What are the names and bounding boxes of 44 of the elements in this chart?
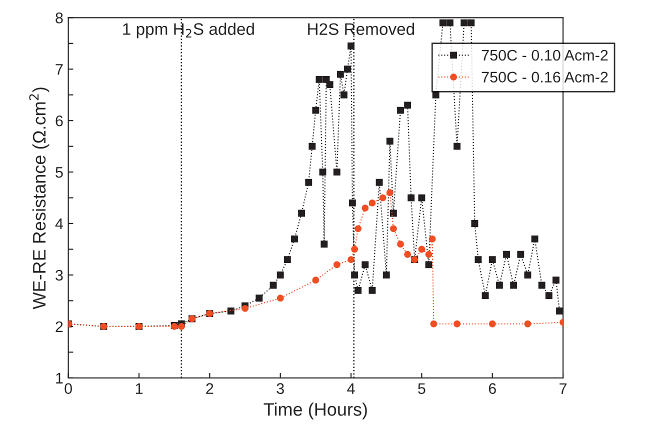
point xyxy=(362,204,369,212)
x-tick-label: 1 xyxy=(136,383,143,394)
point xyxy=(428,235,436,242)
x-tick-label: 5 xyxy=(418,383,426,394)
y-tick-label: 8 xyxy=(56,12,63,24)
point xyxy=(425,250,432,258)
x-tick-label: 4 xyxy=(347,383,355,394)
point xyxy=(524,320,532,328)
point xyxy=(312,276,320,284)
y-tick-label: 7 xyxy=(56,64,63,75)
point xyxy=(390,225,397,232)
point xyxy=(379,194,386,202)
y-tick-label: 3 xyxy=(56,270,63,281)
y-tick-label: 6 xyxy=(56,115,63,126)
point xyxy=(386,189,394,196)
y-tick-label: 2 xyxy=(56,321,63,332)
x-tick-label: 3 xyxy=(276,383,284,394)
x-tick-label: 6 xyxy=(488,383,496,394)
point xyxy=(368,199,376,206)
point xyxy=(354,225,362,232)
point xyxy=(404,250,412,258)
point xyxy=(178,322,185,330)
legend-label: 750C - 0.10 Acm-2 xyxy=(482,50,608,61)
x-tick-label: 2 xyxy=(206,383,214,394)
y-axis-title: WE-RE Resistance (Ω.cm$^{2}$) xyxy=(29,88,50,310)
y-tick-label: 4 xyxy=(55,218,64,230)
point xyxy=(430,320,438,328)
x-axis-title: Time (Hours) xyxy=(264,402,367,420)
y-tick-label: 5 xyxy=(56,167,63,178)
point xyxy=(488,320,496,328)
point xyxy=(242,304,248,312)
point xyxy=(348,256,354,264)
point xyxy=(333,261,340,268)
y-tick-label: 1 xyxy=(56,372,63,384)
point xyxy=(351,246,358,253)
point xyxy=(276,294,284,302)
ref-line-label: 1 ppm H$_{2}$S added xyxy=(123,22,254,38)
x-tick-label: 0 xyxy=(64,383,72,394)
point xyxy=(397,240,404,248)
legend-label: 750C - 0.16 Acm-2 xyxy=(482,72,608,83)
ref-line-label: H2S Removed xyxy=(308,22,414,36)
x-tick-label: 7 xyxy=(560,383,567,394)
point xyxy=(418,246,426,253)
point xyxy=(454,320,461,328)
